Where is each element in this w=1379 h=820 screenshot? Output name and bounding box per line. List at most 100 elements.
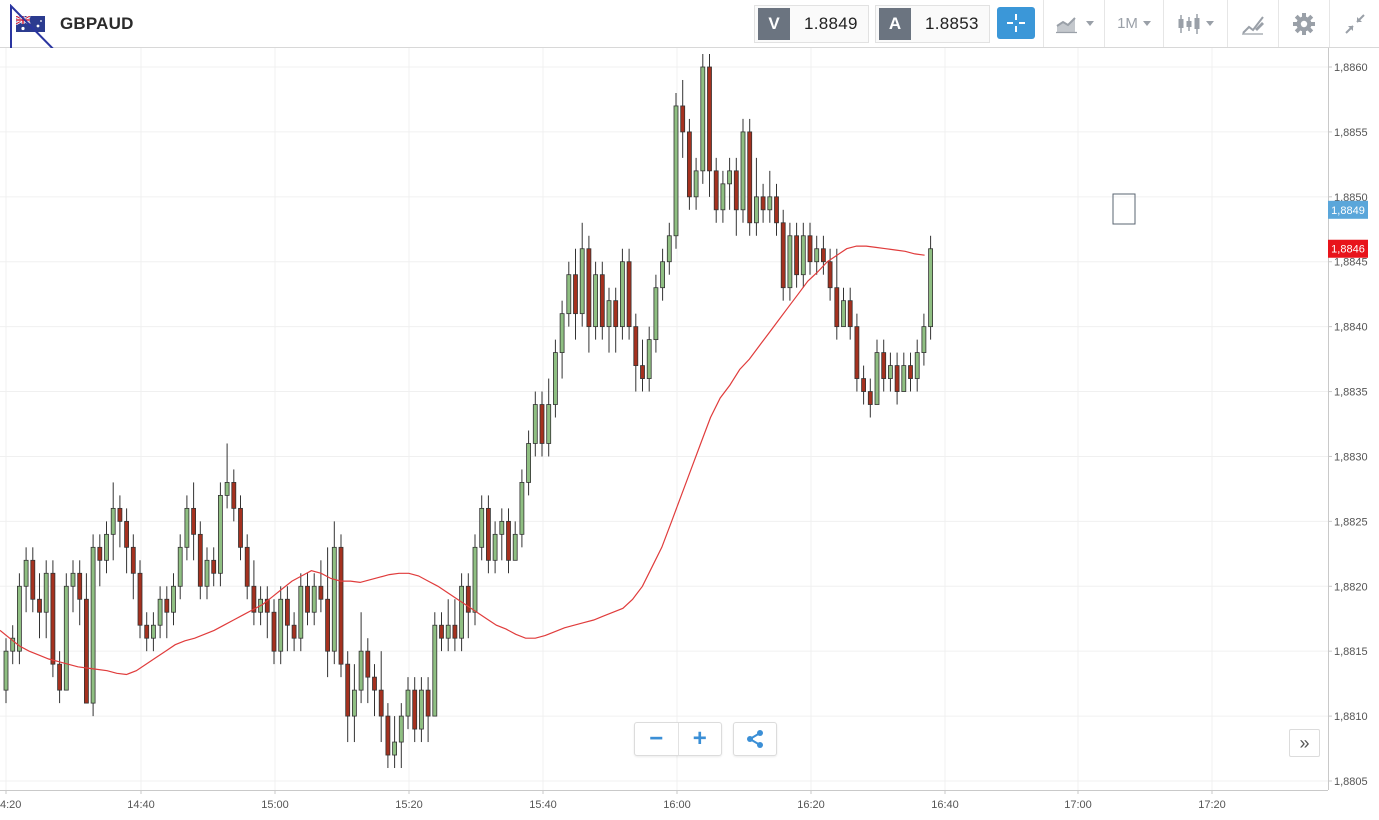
x-tick-label: 17:00 <box>1064 799 1092 811</box>
candle-body <box>264 598 270 613</box>
candle-body <box>171 585 176 613</box>
x-tick-label: 4:20 <box>0 799 21 811</box>
candle-style-button[interactable] <box>1163 0 1227 47</box>
candle-body <box>800 235 806 276</box>
candle-body <box>666 235 672 263</box>
instrument-symbol[interactable]: GBPAUD <box>60 14 134 33</box>
candle-body <box>640 365 645 379</box>
buy-price: 1.8853 <box>925 14 979 33</box>
settings-button[interactable] <box>1278 0 1329 47</box>
candle-body <box>305 585 310 613</box>
x-tick-label: 15:40 <box>529 799 557 811</box>
candle-body <box>238 507 243 548</box>
candle-body <box>754 196 759 224</box>
candle-body <box>680 105 686 133</box>
collapse-icon <box>1344 13 1365 34</box>
candle-body <box>70 572 76 587</box>
candle-body <box>908 365 913 379</box>
drawing-tools-icon <box>1242 15 1264 35</box>
candle-body <box>888 365 893 379</box>
selected-candle-box[interactable] <box>1112 193 1136 225</box>
candle-body <box>613 300 619 328</box>
candle-body <box>144 624 150 639</box>
candle-body <box>298 585 304 639</box>
candle-body <box>3 650 9 691</box>
candle-body <box>23 559 29 587</box>
crosshair-button[interactable] <box>997 7 1035 39</box>
sell-quote-button[interactable]: V 1.8849 <box>754 5 869 43</box>
last-price-badge-label: 1,8846 <box>1331 244 1365 256</box>
crosshair-icon <box>1007 14 1025 32</box>
candle-body <box>693 170 699 198</box>
candle-body <box>244 546 250 587</box>
candle-body <box>512 533 518 561</box>
x-tick-label: 15:20 <box>395 799 423 811</box>
candle-body <box>894 365 900 392</box>
timeframe-dropdown[interactable]: 1M <box>1104 0 1163 47</box>
candle-body <box>445 624 451 639</box>
candle-body <box>532 404 538 444</box>
candle-body <box>378 689 384 717</box>
candlestick-icon <box>1178 13 1200 34</box>
candle-body <box>432 624 438 717</box>
candle-body <box>760 196 766 211</box>
candle-body <box>197 533 203 587</box>
candle-body <box>43 572 49 613</box>
buy-quote-button[interactable]: A 1.8853 <box>875 5 990 43</box>
candle-body <box>553 352 558 405</box>
y-tick-label: 1,8805 <box>1334 776 1368 788</box>
price-chart[interactable]: 1,8805 1,8810 1,8815 1,8820 1,8825 1,8830 1,88… <box>0 48 1379 820</box>
collapse-button[interactable] <box>1329 0 1379 47</box>
candle-body <box>104 533 109 561</box>
candle-body <box>767 196 773 211</box>
candle-body <box>928 248 933 328</box>
candle-body <box>573 274 578 315</box>
candle-body <box>90 546 96 704</box>
candle-body <box>821 248 826 263</box>
candle-body <box>499 520 505 535</box>
chart-header: GBPAUD V 1.8849 A 1.8853 1M <box>0 0 1379 48</box>
bid-price-badge <box>1328 200 1368 219</box>
candle-body <box>546 404 552 444</box>
flag-gb-au-icon <box>16 16 45 32</box>
candle-body <box>345 663 351 717</box>
candle-body <box>727 170 732 185</box>
candle-body <box>84 598 89 704</box>
candle-body <box>97 546 103 561</box>
candle-body <box>452 624 458 639</box>
candle-body <box>841 300 846 328</box>
candle-body <box>385 715 391 756</box>
candle-body <box>579 248 585 315</box>
bid-price-badge-label: 1,8849 <box>1331 205 1365 217</box>
chart-type-button[interactable] <box>1043 0 1104 47</box>
zoom-out-button[interactable]: − <box>649 725 664 752</box>
scroll-to-end-button[interactable]: » <box>1289 729 1320 757</box>
candle-body <box>204 559 210 587</box>
candle-body <box>278 598 284 652</box>
share-button[interactable] <box>733 722 777 756</box>
candle-body <box>351 689 357 717</box>
buy-letter: A <box>879 8 911 40</box>
candle-body <box>284 598 290 626</box>
candle-body <box>807 235 813 263</box>
candle-body <box>30 559 36 600</box>
candle-body <box>191 507 197 535</box>
candle-body <box>539 404 545 444</box>
candle-body <box>827 261 833 289</box>
candle-body <box>365 650 371 678</box>
drawing-tools-button[interactable] <box>1227 0 1278 47</box>
candle-body <box>901 365 907 392</box>
sell-letter: V <box>758 8 790 40</box>
candle-body <box>338 546 344 665</box>
candle-body <box>519 482 525 535</box>
candle-body <box>325 598 331 652</box>
candle-body <box>660 261 665 289</box>
candle-body <box>211 559 217 574</box>
candle-body <box>271 611 277 652</box>
zoom-in-button[interactable]: + <box>677 723 722 755</box>
candle-body <box>392 741 398 756</box>
candle-body <box>559 313 565 353</box>
candle-body <box>780 222 786 289</box>
candle-body <box>251 585 257 613</box>
